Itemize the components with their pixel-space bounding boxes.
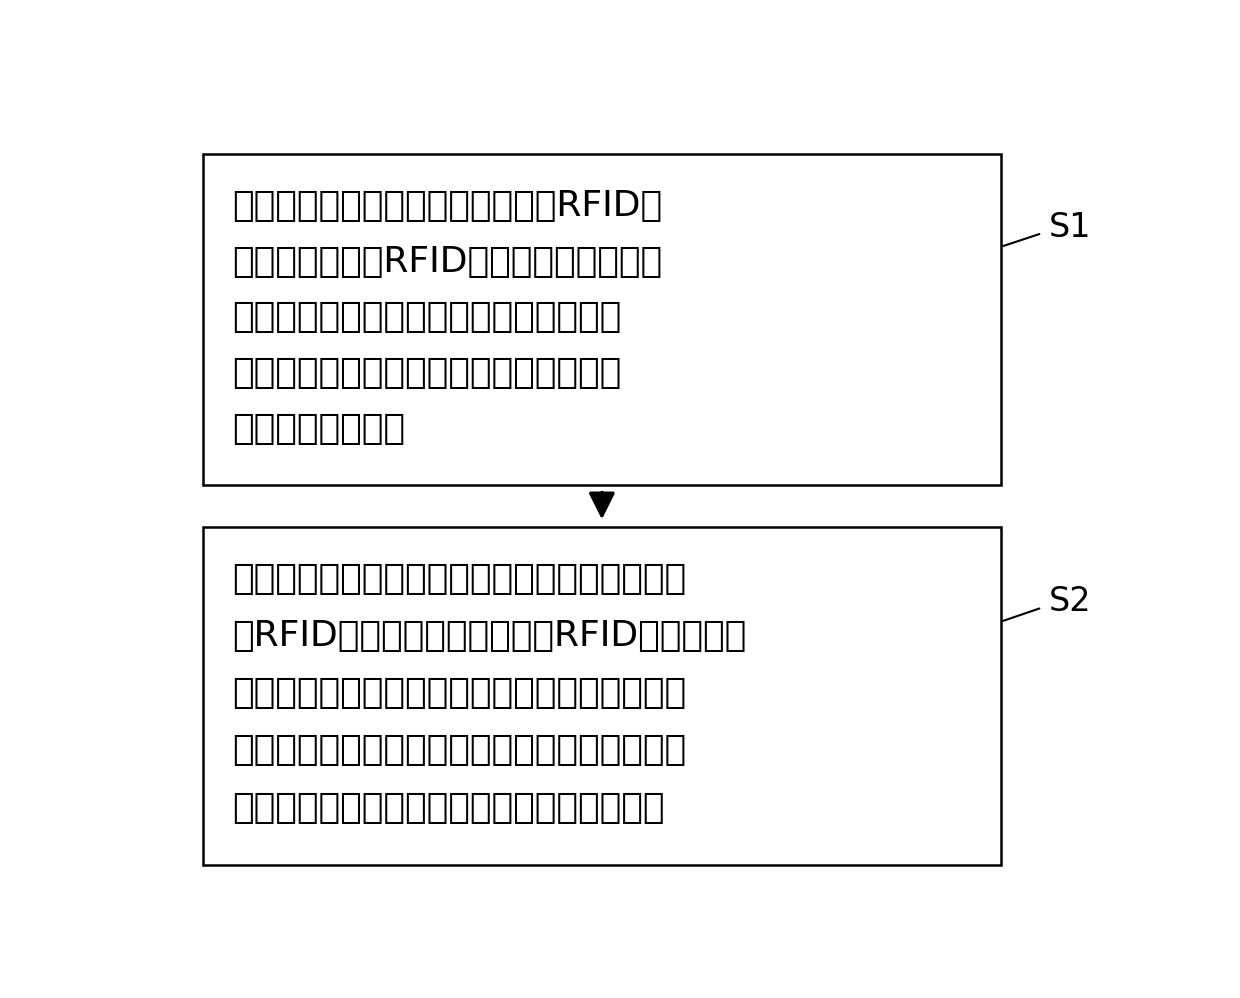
Text: 态信息并把最新的位置及状态信息进行传送。: 态信息并把最新的位置及状态信息进行传送。 — [232, 790, 665, 824]
Text: 在每一根钢结构构件上设置半有源RFID标: 在每一根钢结构构件上设置半有源RFID标 — [232, 189, 662, 223]
Text: 构件的固有属性信息和可变状态信息，所: 构件的固有属性信息和可变状态信息，所 — [232, 300, 621, 334]
Text: 别，并更新其中包含的钢结构构件的可变状态信: 别，并更新其中包含的钢结构构件的可变状态信 — [232, 676, 686, 711]
Text: S2: S2 — [1049, 585, 1091, 618]
Text: 述可变状态信息根据钢结构构件所处的工: 述可变状态信息根据钢结构构件所处的工 — [232, 356, 621, 390]
FancyBboxPatch shape — [203, 155, 1001, 485]
Text: 源RFID识别终端对所述半有源RFID标签进行识: 源RFID识别终端对所述半有源RFID标签进行识 — [232, 619, 746, 653]
FancyBboxPatch shape — [203, 527, 1001, 865]
Text: 在所述钢结构构件的每一个工序阶段均通过半有: 在所述钢结构构件的每一个工序阶段均通过半有 — [232, 562, 686, 596]
Text: 签；所述半有源RFID标签中包含有钢结构: 签；所述半有源RFID标签中包含有钢结构 — [232, 245, 662, 278]
Text: S1: S1 — [1049, 211, 1091, 244]
Text: 息，以确定所述钢结构构件所处最新的位置及状: 息，以确定所述钢结构构件所处最新的位置及状 — [232, 734, 686, 767]
Text: 序阶段进行更新；: 序阶段进行更新； — [232, 412, 405, 446]
